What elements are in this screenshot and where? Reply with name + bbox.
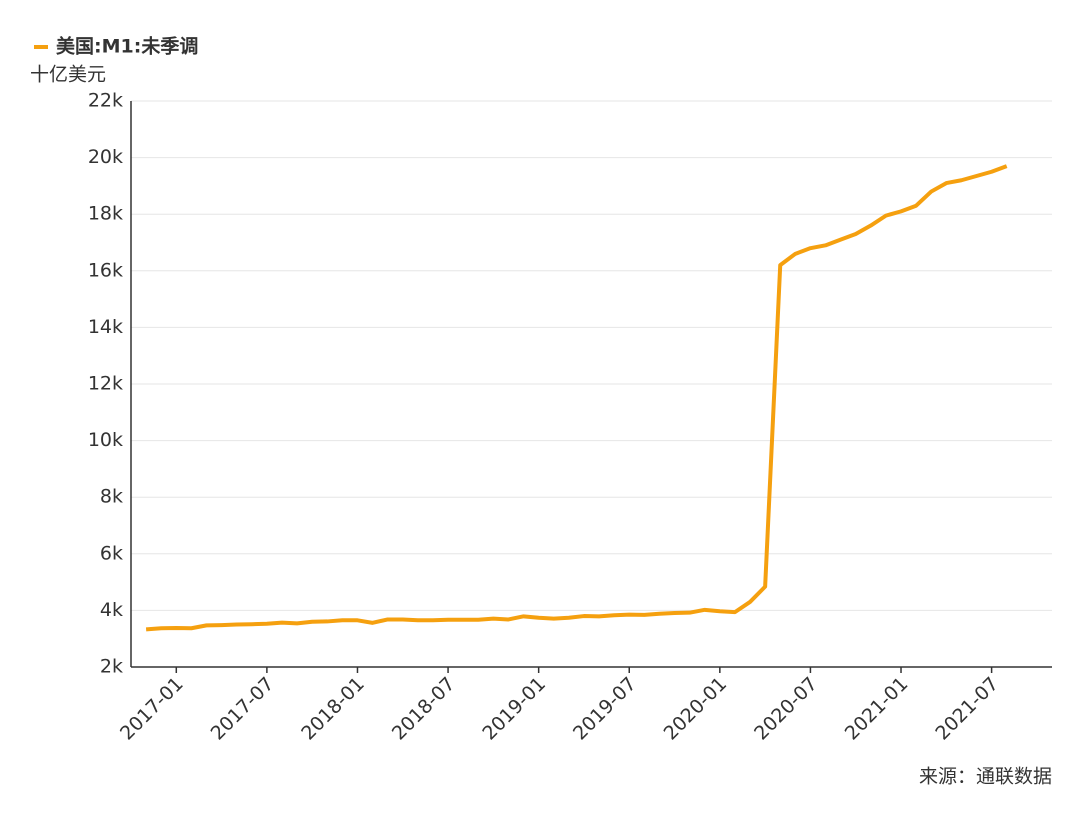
- x-tick-label: 2021-07: [931, 673, 1003, 745]
- y-tick-label: 4k: [100, 599, 123, 621]
- x-tick-label: 2020-07: [750, 673, 822, 745]
- x-tick-label: 2018-07: [388, 673, 460, 745]
- x-tick-label: 2019-07: [569, 673, 641, 745]
- y-tick-label: 22k: [88, 90, 123, 112]
- y-tick-label: 10k: [88, 429, 123, 451]
- unit-label: 十亿美元: [30, 64, 106, 86]
- source-label: 来源：通联数据: [919, 766, 1052, 788]
- line-series: [145, 164, 1008, 632]
- y-tick-label: 20k: [88, 146, 123, 168]
- y-tick-label: 16k: [88, 259, 123, 281]
- y-tick-label: 18k: [88, 203, 123, 225]
- x-tick-label: 2021-01: [841, 673, 913, 745]
- x-tick-label: 2017-07: [207, 673, 279, 745]
- legend-label: 美国:M1:未季调: [56, 35, 198, 58]
- y-tick-label: 6k: [100, 542, 123, 564]
- y-tick-label: 8k: [100, 486, 123, 508]
- x-tick-label: 2020-01: [660, 673, 732, 745]
- y-tick-label: 2k: [100, 656, 123, 678]
- x-tick-label: 2017-01: [116, 673, 188, 745]
- y-tick-label: 12k: [88, 373, 123, 395]
- x-tick-label: 2019-01: [478, 673, 550, 745]
- y-tick-label: 14k: [88, 316, 123, 338]
- x-tick-label: 2018-01: [297, 673, 369, 745]
